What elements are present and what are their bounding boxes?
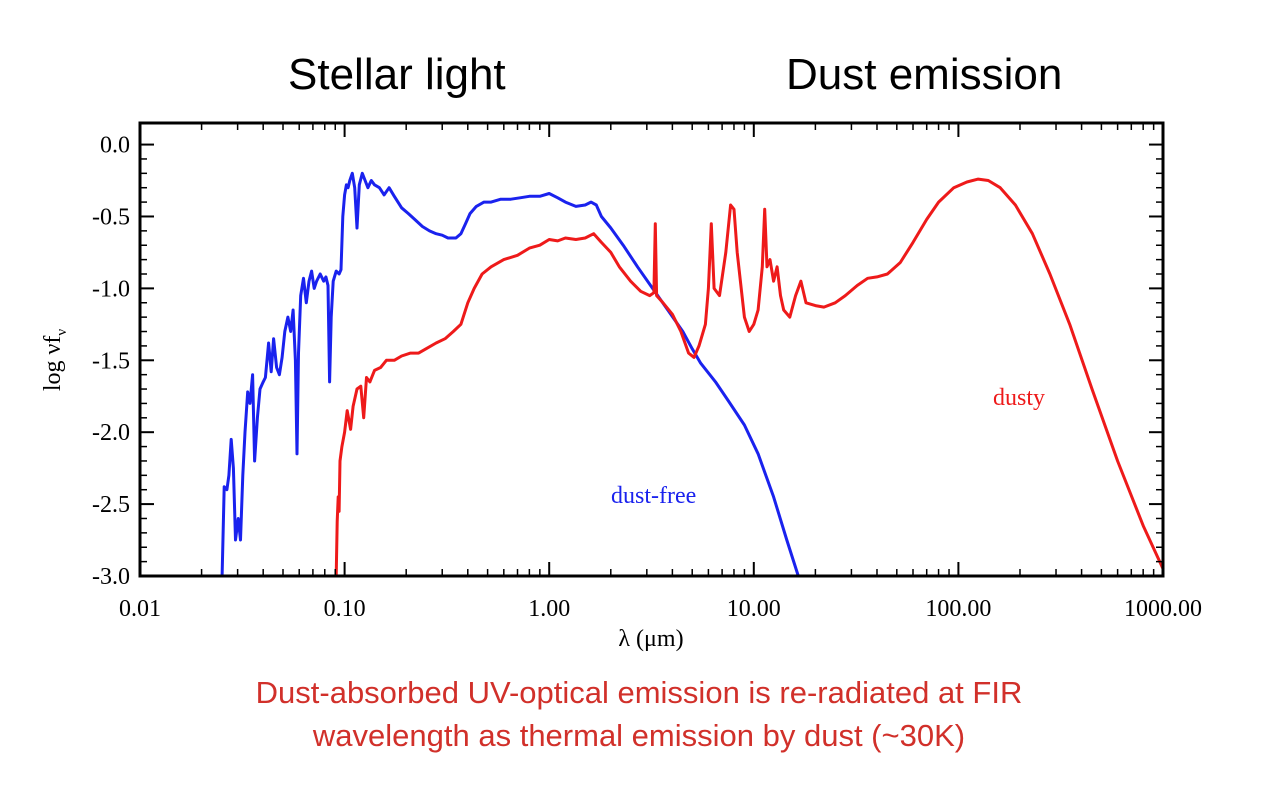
x-tick-label: 0.10 <box>324 596 366 622</box>
plot-frame <box>138 121 1165 578</box>
series-label-dusty: dusty <box>993 385 1045 411</box>
y-tick-label: -2.0 <box>92 420 130 446</box>
series-layer <box>220 171 1165 578</box>
y-axis-title-main: log νf <box>40 336 66 392</box>
series-line-dusty <box>334 177 1165 578</box>
series-label-dust-free: dust-free <box>611 483 696 509</box>
y-tick-label: -1.0 <box>92 276 130 302</box>
series-line-dust-free <box>220 171 800 578</box>
heading-dust-emission: Dust emission <box>786 50 1063 99</box>
caption-line-2: wavelength as thermal emission by dust (… <box>312 718 966 753</box>
axis-layer: 0.01 0.10 1.00 10.00 100.00 1000.00 0.0 -0.5 -1.… <box>92 121 1202 622</box>
y-tick-label: 0.0 <box>100 133 130 159</box>
x-tick-label: 10.00 <box>727 596 781 622</box>
x-axis-title: λ (μm) <box>618 626 683 652</box>
y-tick-label: -1.5 <box>92 348 130 374</box>
caption-line-1: Dust-absorbed UV-optical emission is re-… <box>255 675 1023 710</box>
x-tick-label: 0.01 <box>119 596 161 622</box>
sed-chart: 0.01 0.10 1.00 10.00 100.00 1000.00 0.0 -0.5 -1.… <box>40 121 1202 652</box>
x-tick-label: 100.00 <box>925 596 991 622</box>
y-tick-label: -3.0 <box>92 564 130 590</box>
x-tick-label: 1.00 <box>528 596 570 622</box>
y-axis-title: log νfν <box>40 329 70 392</box>
y-tick-label: -0.5 <box>92 204 130 230</box>
heading-stellar-light: Stellar light <box>288 50 506 99</box>
y-axis-title-subscript: ν <box>54 329 70 336</box>
y-tick-label: -2.5 <box>92 492 130 518</box>
x-tick-label: 1000.00 <box>1124 596 1202 622</box>
